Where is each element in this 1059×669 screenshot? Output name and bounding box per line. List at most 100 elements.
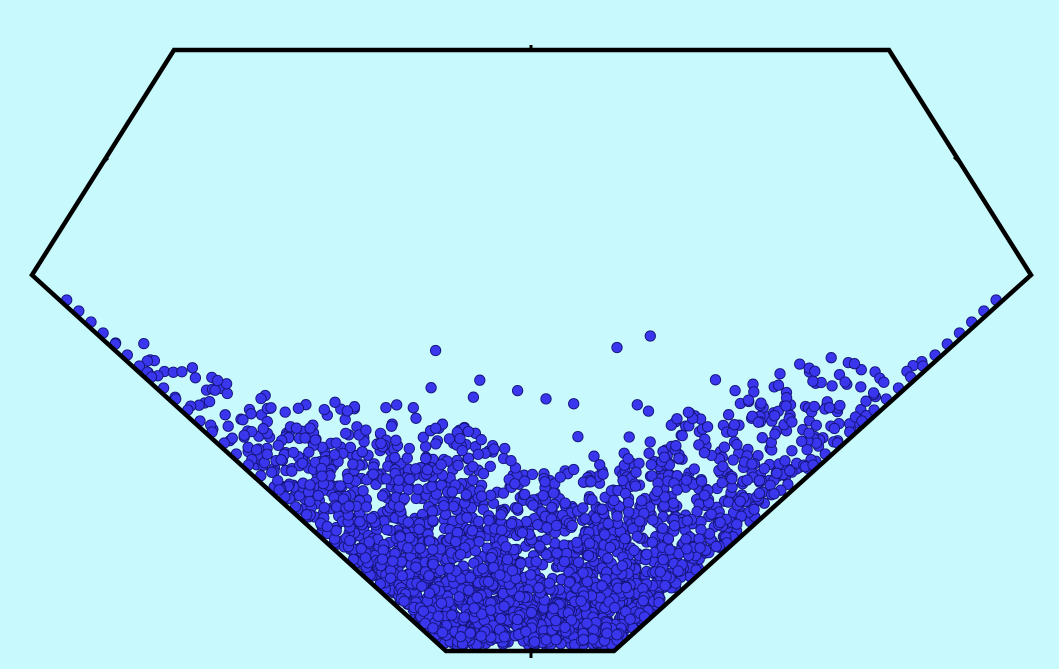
particle — [771, 467, 783, 479]
particle — [477, 563, 489, 575]
particle — [526, 468, 539, 481]
particle — [602, 552, 614, 564]
particle — [680, 474, 693, 486]
particle — [541, 522, 553, 534]
particle — [550, 519, 563, 532]
particle — [594, 459, 606, 471]
particle — [681, 543, 693, 555]
particle — [654, 566, 666, 578]
particle — [695, 524, 707, 536]
particle — [611, 629, 623, 641]
particle — [250, 444, 263, 456]
particle — [430, 422, 442, 434]
particle — [774, 368, 786, 380]
particle — [809, 365, 821, 377]
particle — [141, 355, 153, 367]
particle — [756, 432, 768, 444]
particle — [363, 536, 375, 548]
particle — [709, 374, 722, 386]
particle — [596, 580, 608, 592]
particle — [375, 437, 387, 450]
particle — [404, 473, 416, 485]
particle — [463, 584, 475, 596]
particle — [209, 384, 221, 396]
particle — [672, 565, 684, 577]
particle — [807, 375, 819, 387]
particle — [525, 569, 537, 581]
particle — [624, 613, 636, 625]
particle — [304, 422, 316, 434]
particle — [330, 437, 342, 449]
particle — [475, 608, 488, 620]
particle — [530, 555, 542, 568]
particle — [834, 399, 846, 412]
particle — [826, 380, 838, 392]
particle — [501, 553, 514, 566]
particle — [497, 487, 510, 499]
particle — [292, 402, 305, 414]
particle — [435, 458, 447, 471]
particle — [727, 454, 739, 466]
particle — [435, 597, 448, 609]
particle — [539, 476, 551, 488]
particle — [796, 435, 808, 447]
particle — [458, 611, 470, 623]
particle — [354, 516, 366, 528]
particle — [695, 475, 708, 487]
particle — [662, 533, 675, 545]
particle — [498, 600, 510, 612]
particle — [520, 625, 532, 638]
particle — [393, 501, 405, 513]
particle — [176, 366, 188, 378]
particle — [257, 423, 269, 435]
particle — [519, 488, 531, 501]
particle — [551, 547, 563, 559]
particle — [495, 524, 508, 536]
particle — [550, 614, 562, 627]
particle — [427, 514, 439, 527]
particle — [651, 485, 663, 497]
particle — [758, 462, 770, 475]
particle — [499, 442, 511, 455]
particle — [611, 510, 623, 522]
particle — [456, 444, 468, 457]
particle — [670, 440, 682, 452]
particle — [646, 536, 658, 548]
particle — [839, 376, 851, 388]
particle — [527, 499, 539, 511]
particle — [620, 581, 632, 594]
particle — [808, 400, 820, 413]
particle — [417, 431, 429, 443]
particle — [464, 571, 476, 584]
particle — [498, 631, 511, 643]
particle — [746, 458, 758, 470]
particle — [398, 595, 410, 607]
particle — [402, 542, 414, 554]
particle — [429, 344, 442, 357]
particle — [680, 533, 692, 545]
particle — [694, 542, 706, 554]
particle — [472, 448, 484, 461]
particle — [716, 477, 728, 489]
particle — [801, 443, 813, 456]
particle — [540, 393, 552, 405]
particle — [533, 582, 545, 594]
particle — [559, 497, 571, 509]
particle — [599, 528, 611, 541]
particle — [454, 631, 467, 643]
particle — [389, 451, 401, 464]
particle — [398, 492, 410, 505]
particle — [290, 422, 303, 434]
particle — [579, 513, 591, 525]
particle — [623, 506, 635, 518]
particle — [381, 523, 393, 536]
particle — [714, 516, 726, 529]
particle — [609, 601, 621, 614]
particle — [577, 502, 589, 514]
particle — [344, 441, 357, 454]
particle — [460, 489, 472, 501]
particle — [691, 505, 703, 518]
particle — [461, 511, 473, 524]
particle — [658, 451, 670, 463]
particle — [186, 362, 199, 374]
